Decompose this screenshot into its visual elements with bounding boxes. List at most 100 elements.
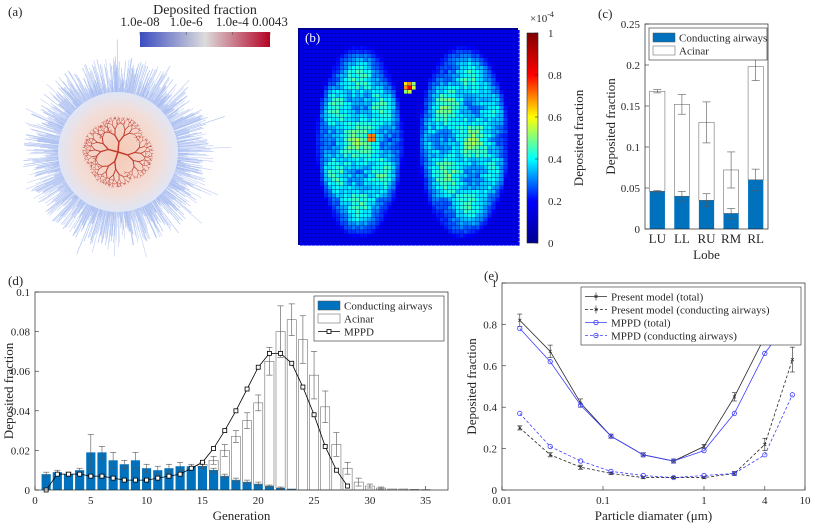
image-cell <box>516 154 520 158</box>
image-cell <box>468 94 472 98</box>
image-cell <box>368 62 372 66</box>
image-cell <box>412 198 416 202</box>
image-cell <box>336 46 340 50</box>
branch <box>145 170 147 173</box>
image-cell <box>372 162 376 166</box>
image-cell <box>516 106 520 110</box>
image-cell <box>504 226 508 230</box>
marker <box>640 472 646 479</box>
image-cell <box>428 138 432 142</box>
image-cell <box>388 154 392 158</box>
image-cell <box>484 178 488 182</box>
image-cell <box>432 214 436 218</box>
image-cell <box>420 114 424 118</box>
image-cell <box>360 54 364 58</box>
image-cell <box>304 126 308 130</box>
image-cell <box>516 34 520 38</box>
image-cell <box>372 154 376 158</box>
image-cell <box>340 110 344 114</box>
image-cell <box>416 46 420 50</box>
image-cell <box>376 174 380 178</box>
image-cell <box>448 202 452 206</box>
image-cell <box>488 146 492 150</box>
image-cell <box>372 142 376 146</box>
image-cell <box>360 198 364 202</box>
image-cell <box>508 34 512 38</box>
image-cell <box>484 126 488 130</box>
image-cell <box>432 62 436 66</box>
branch <box>96 129 99 131</box>
image-cell <box>364 110 368 114</box>
branch <box>92 169 96 173</box>
marker <box>670 458 677 464</box>
image-cell <box>344 86 348 90</box>
branch <box>85 136 88 138</box>
image-cell <box>324 162 328 166</box>
image-cell <box>368 138 372 142</box>
image-cell <box>448 86 452 90</box>
image-cell <box>504 126 508 130</box>
image-cell <box>388 146 392 150</box>
image-cell <box>312 114 316 118</box>
image-cell <box>336 218 340 222</box>
branch <box>94 175 97 178</box>
image-cell <box>404 206 408 210</box>
image-cell <box>348 178 352 182</box>
image-cell <box>336 162 340 166</box>
image-cell <box>312 78 316 82</box>
image-cell <box>352 54 356 58</box>
image-cell <box>308 82 312 86</box>
image-cell <box>424 58 428 62</box>
image-cell <box>304 66 308 70</box>
branch <box>94 160 97 165</box>
image-cell <box>436 202 440 206</box>
image-cell <box>496 206 500 210</box>
image-cell <box>376 242 380 246</box>
image-cell <box>320 206 324 210</box>
image-cell <box>416 238 420 242</box>
image-cell <box>488 42 492 46</box>
image-cell <box>404 182 408 186</box>
image-cell <box>504 134 508 138</box>
branch <box>144 160 146 164</box>
image-cell <box>448 38 452 42</box>
image-cell <box>392 230 396 234</box>
image-cell <box>300 218 304 222</box>
branch <box>139 140 143 144</box>
image-cell <box>492 206 496 210</box>
image-cell <box>356 226 360 230</box>
image-cell <box>424 98 428 102</box>
image-cell <box>304 170 308 174</box>
image-cell <box>300 42 304 46</box>
image-cell <box>384 122 388 126</box>
image-cell <box>440 170 444 174</box>
image-cell <box>452 150 456 154</box>
image-cell <box>360 214 364 218</box>
image-cell <box>504 206 508 210</box>
image-cell <box>504 174 508 178</box>
image-cell <box>392 94 396 98</box>
image-cell <box>352 66 356 70</box>
image-cell <box>440 110 444 114</box>
image-cell <box>372 46 376 50</box>
image-cell <box>304 202 308 206</box>
image-cell <box>312 178 316 182</box>
image-cell <box>376 142 380 146</box>
marker <box>311 412 317 418</box>
image-cell <box>512 206 516 210</box>
image-cell <box>476 218 480 222</box>
image-cell <box>412 150 416 154</box>
image-cell <box>468 214 472 218</box>
image-cell <box>452 242 456 246</box>
image-cell <box>332 238 336 242</box>
image-cell <box>488 134 492 138</box>
image-cell <box>384 90 388 94</box>
image-cell <box>316 110 320 114</box>
image-cell <box>340 66 344 70</box>
image-cell <box>496 34 500 38</box>
image-cell <box>452 174 456 178</box>
branch <box>147 161 149 165</box>
image-cell <box>468 90 472 94</box>
legend-label: MPPD (total) <box>611 318 671 330</box>
image-cell <box>316 70 320 74</box>
